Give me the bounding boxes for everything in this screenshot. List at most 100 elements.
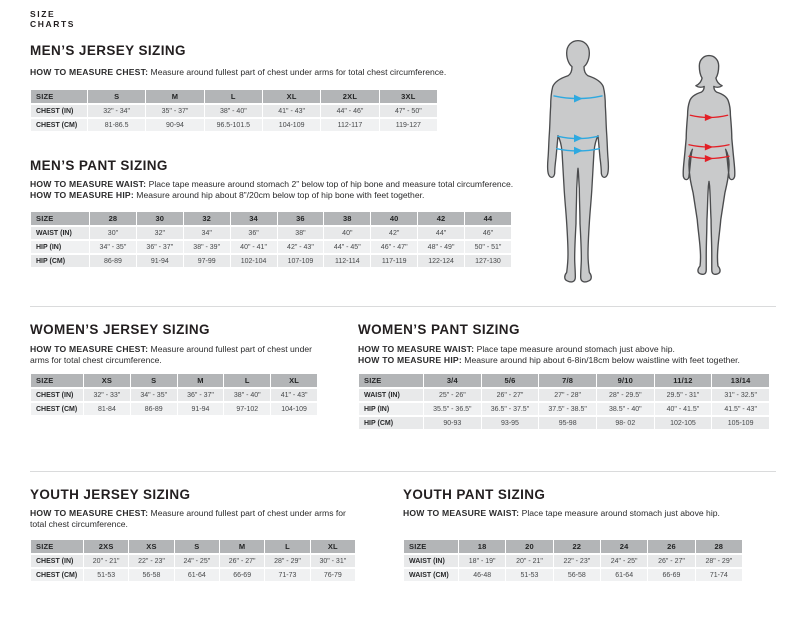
page-title: SIZE CHARTS	[30, 9, 75, 29]
column-header-cell: L	[204, 90, 262, 103]
column-header-cell: 34	[230, 212, 277, 225]
table-row: HIP (IN) 35.5" - 36.5" 36.5" - 37.5" 37.5" …	[359, 403, 769, 415]
size-value-cell: 27" - 28"	[539, 389, 596, 401]
measure-note-text: Measure around fullest part of chest und…	[30, 508, 346, 530]
section-title: WOMEN’S JERSEY SIZING	[30, 322, 210, 337]
size-value-cell: 97-102	[224, 403, 271, 415]
mens-jersey-table: SIZE S M L XL 2XL 3XL CHEST (IN) 32" - 34" 35" - …	[30, 88, 438, 133]
womens-pant-table: SIZE 3/4 5/6 7/8 9/10 11/12 13/14 WAIST (IN) 25"…	[358, 372, 770, 431]
table-header-row: SIZE 28 30 32 34 36 38 40 42 44	[31, 212, 511, 225]
column-header-cell: 7/8	[539, 374, 596, 387]
womens-jersey-table: SIZE XS S M L XL CHEST (IN) 32" - 33" 34" - 35" 3…	[30, 372, 318, 417]
table-row: CHEST (CM) 81-84 86-89 91-94 97-102 104-109	[31, 403, 317, 415]
section-youth-jersey: YOUTH JERSEY SIZING HOW TO MEASURE CHEST…	[30, 487, 360, 581]
measure-note: HOW TO MEASURE WAIST: Place tape measure…	[403, 508, 720, 519]
size-value-cell: 86-89	[90, 255, 136, 267]
column-header-cell: M	[177, 374, 224, 387]
column-header-cell: XS	[84, 374, 130, 387]
size-value-cell: 97-99	[183, 255, 230, 267]
measure-note-label: HOW TO MEASURE HIP:	[358, 355, 462, 366]
section-divider	[30, 306, 776, 307]
table-header-row: SIZE 3/4 5/6 7/8 9/10 11/12 13/14	[359, 374, 769, 387]
measure-note-label: HOW TO MEASURE WAIST:	[403, 508, 520, 518]
female-measure-arrowheads	[704, 113, 714, 163]
size-value-cell: 90-94	[146, 119, 204, 131]
size-value-cell: 112-117	[321, 119, 379, 131]
measure-note-text: Measure around fullest part of chest und…	[150, 67, 447, 77]
row-label-cell: HIP (CM)	[359, 417, 423, 429]
row-label-cell: WAIST (IN)	[404, 555, 458, 567]
column-header-cell: L	[224, 374, 271, 387]
size-value-cell: 42"	[371, 227, 418, 239]
size-value-cell: 36.5" - 37.5"	[481, 403, 539, 415]
size-value-cell: 81-86.5	[88, 119, 146, 131]
measure-notes: HOW TO MEASURE WAIST: Place tape measure…	[358, 344, 740, 367]
size-value-cell: 22" - 23"	[553, 555, 600, 567]
size-value-cell: 50" - 51"	[465, 241, 511, 253]
row-label-cell: CHEST (IN)	[31, 105, 87, 117]
column-header-cell: S	[88, 90, 146, 103]
row-label-cell: CHEST (CM)	[31, 569, 83, 581]
size-value-cell: 56-58	[553, 569, 600, 581]
page-title-line2: CHARTS	[30, 19, 76, 29]
female-waist-arrowhead	[704, 143, 714, 151]
measure-notes: HOW TO MEASURE CHEST: Measure around ful…	[30, 508, 352, 531]
size-value-cell: 46"	[465, 227, 511, 239]
column-header-cell: 30	[136, 212, 183, 225]
size-value-cell: 102-104	[230, 255, 277, 267]
youth-jersey-table: SIZE 2XS XS S M L XL CHEST (IN) 20" - 21" 22" - 2…	[30, 538, 356, 583]
size-value-cell: 20" - 21"	[84, 555, 129, 567]
size-value-cell: 34"	[183, 227, 230, 239]
column-header-cell: 2XS	[84, 540, 129, 553]
table-header-row: SIZE S M L XL 2XL 3XL	[31, 90, 437, 103]
size-value-cell: 30"	[90, 227, 136, 239]
male-measurement-figure	[546, 39, 610, 283]
section-title: YOUTH PANT SIZING	[403, 487, 546, 502]
size-value-cell: 93-95	[481, 417, 539, 429]
column-header-cell: S	[174, 540, 219, 553]
size-value-cell: 35.5" - 36.5"	[424, 403, 481, 415]
table-row: WAIST (CM) 46-48 51-53 56-58 61-64 66-69 71-74	[404, 569, 742, 581]
section-mens-jersey: MEN’S JERSEY SIZING HOW TO MEASURE CHEST…	[30, 43, 590, 131]
size-value-cell: 34" - 35"	[130, 389, 177, 401]
row-label-cell: WAIST (IN)	[359, 389, 423, 401]
table-row: CHEST (IN) 20" - 21" 22" - 23" 24" - 25" 26"…	[31, 555, 355, 567]
column-header-cell: M	[219, 540, 265, 553]
table-row: WAIST (IN) 25" - 26" 26" - 27" 27" - 28" 28"…	[359, 389, 769, 401]
mens-pant-table: SIZE 28 30 32 34 36 38 40 42 44 WAIST (IN) 30" 32" 34…	[30, 210, 512, 269]
column-header-cell: 36	[277, 212, 324, 225]
table-row: CHEST (IN) 32" - 34" 35" - 37" 38" - 40" 41"…	[31, 105, 437, 117]
size-value-cell: 26" - 27"	[481, 389, 539, 401]
female-measurement-figure	[682, 54, 736, 275]
size-value-cell: 86-89	[130, 403, 177, 415]
youth-pant-table: SIZE 18 20 22 24 26 28 WAIST (IN) 18" - 19" 20" -…	[403, 538, 743, 583]
column-header-cell: 11/12	[654, 374, 712, 387]
size-value-cell: 71-74	[695, 569, 742, 581]
column-header-cell: L	[265, 540, 310, 553]
female-hip-arrowhead	[704, 155, 714, 163]
size-value-cell: 46" - 47"	[371, 241, 418, 253]
table-header-row: SIZE 18 20 22 24 26 28	[404, 540, 742, 553]
size-value-cell: 37.5" - 38.5"	[539, 403, 596, 415]
size-value-cell: 32" - 33"	[84, 389, 130, 401]
size-value-cell: 41.5" - 43"	[712, 403, 769, 415]
table-row: HIP (CM) 90-93 93-95 95-98 98- 02 102-105 105-…	[359, 417, 769, 429]
column-header-cell: 13/14	[712, 374, 769, 387]
column-header-cell: 22	[553, 540, 600, 553]
table-row: CHEST (CM) 51-53 56-58 61-64 66-69 71-73 76-79	[31, 569, 355, 581]
male-measure-arrowheads	[574, 94, 583, 155]
size-value-cell: 28" - 29.5"	[596, 389, 654, 401]
size-value-cell: 26" - 27"	[648, 555, 695, 567]
section-womens-pant: WOMEN’S PANT SIZING HOW TO MEASURE WAIST…	[358, 322, 778, 429]
size-value-cell: 24" - 25"	[600, 555, 648, 567]
size-header-cell: SIZE	[31, 90, 87, 103]
size-value-cell: 105-109	[712, 417, 769, 429]
size-value-cell: 104-109	[262, 119, 321, 131]
column-header-cell: 44	[465, 212, 511, 225]
size-header-cell: SIZE	[31, 540, 83, 553]
column-header-cell: 9/10	[596, 374, 654, 387]
size-value-cell: 32"	[136, 227, 183, 239]
section-divider	[30, 471, 776, 472]
column-header-cell: 32	[183, 212, 230, 225]
size-value-cell: 38.5" - 40"	[596, 403, 654, 415]
